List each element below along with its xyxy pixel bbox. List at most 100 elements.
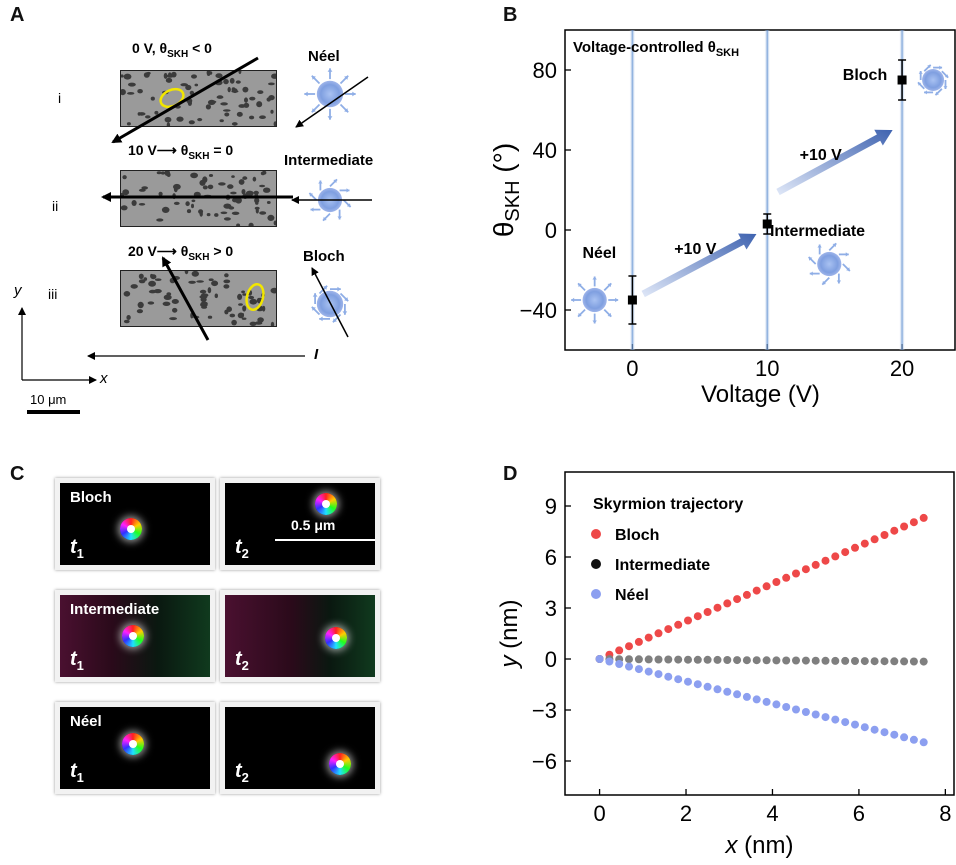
- domain-spot: [194, 83, 199, 87]
- domain-spot: [216, 95, 224, 99]
- panel-label-b: B: [503, 4, 518, 26]
- trajectory-point-neel: [890, 730, 899, 739]
- spin-arrowhead: [309, 193, 314, 197]
- domain-spot: [166, 122, 171, 126]
- domain-spot: [223, 109, 231, 112]
- trajectory-point-neel: [919, 738, 928, 747]
- schematic-arrow-i: [295, 76, 369, 128]
- trajectory-point-bloch: [684, 616, 692, 625]
- panel-a: i ii iii 0 V, θSKH < 0 10 V⟶ θSKH = 0 20…: [0, 0, 480, 440]
- time-t1-text: t: [70, 648, 77, 670]
- trajectory-point-intermediate: [684, 655, 692, 664]
- schematic-arrow-iii: [311, 267, 349, 338]
- legend-marker: [591, 589, 601, 599]
- domain-spot: [214, 293, 218, 299]
- domain-pattern-iii: [121, 271, 276, 326]
- row-label-i: i: [58, 90, 62, 106]
- sim-label-intermediate: Intermediate: [70, 601, 160, 618]
- sim-label-neel: Néel: [70, 713, 102, 730]
- domain-spot: [150, 273, 154, 279]
- trajectory-point-intermediate: [792, 656, 800, 665]
- spin-arrowhead: [312, 293, 318, 297]
- spin-arrowhead: [592, 276, 597, 280]
- domain-spot: [238, 71, 242, 75]
- domain-spot: [150, 96, 155, 101]
- time-t2-text: t: [235, 648, 242, 670]
- trajectory-point-intermediate: [900, 657, 909, 666]
- x-tick-label-d: 0: [593, 801, 605, 826]
- point-label-bloch: Bloch: [843, 67, 887, 84]
- spin-arrowhead: [592, 320, 597, 324]
- domain-spot: [224, 273, 229, 278]
- domain-spot: [160, 171, 166, 175]
- skyrmion-neel-t1: [122, 733, 144, 755]
- motion-arrow-i: [111, 56, 259, 144]
- y-axis-label-b: θSKH (°): [488, 143, 524, 237]
- domain-spot: [252, 176, 257, 182]
- domain-spot: [188, 120, 195, 125]
- domain-spot: [205, 104, 211, 110]
- trajectory-point-bloch: [801, 565, 810, 574]
- scalebar-label-a: 10 μm: [30, 392, 67, 407]
- spin-arrowhead: [323, 285, 328, 290]
- domain-spot: [271, 73, 276, 79]
- domain-spot: [248, 295, 255, 300]
- trajectory-point-neel: [841, 718, 850, 727]
- domain-spot: [137, 89, 143, 94]
- domain-pattern-i: [121, 71, 276, 126]
- trajectory-point-intermediate: [644, 655, 653, 664]
- domain-spot: [219, 119, 224, 123]
- trajectory-point-bloch: [615, 646, 624, 655]
- sim-cell-intermediate-t2: t2: [220, 590, 380, 682]
- trajectory-point-neel: [713, 685, 722, 694]
- spin-arrowhead: [571, 297, 575, 303]
- domain-spot: [141, 186, 148, 190]
- domain-spot: [237, 293, 243, 300]
- spin-arrowhead: [578, 312, 582, 317]
- domain-spot: [273, 121, 276, 126]
- time-t1-text: t: [70, 760, 77, 782]
- skyrmion-core: [316, 80, 344, 108]
- trajectory-point-neel: [634, 665, 643, 674]
- spin-arrowhead: [344, 297, 349, 302]
- domain-spot: [206, 213, 211, 217]
- voltage-line: [629, 30, 636, 350]
- time-t1-sub: 1: [76, 658, 84, 673]
- domain-spot: [256, 101, 263, 108]
- condition-text-i: 0 V, θSKH < 0: [132, 40, 212, 60]
- domain-spot: [235, 197, 242, 204]
- spin-arrowhead: [615, 297, 619, 303]
- domain-spot: [223, 279, 231, 284]
- trajectory-point-intermediate: [880, 657, 889, 666]
- domain-spot: [138, 188, 146, 192]
- spin-arrowhead: [808, 257, 813, 261]
- domain-spot: [184, 271, 189, 275]
- trajectory-point-intermediate: [860, 657, 869, 666]
- trajectory-point-intermediate: [713, 655, 722, 664]
- trajectory-point-neel: [792, 705, 800, 714]
- time-label-t2-intermediate: t2: [235, 648, 249, 673]
- domain-spot: [186, 209, 192, 214]
- domain-spot: [241, 313, 244, 316]
- trajectory-point-neel: [880, 728, 889, 737]
- trajectory-point-intermediate: [634, 655, 643, 664]
- sim-cell-bloch-t2: 0.5 μm t2: [220, 478, 380, 570]
- trajectory-point-bloch: [851, 543, 859, 552]
- trajectory-point-bloch: [811, 560, 820, 569]
- skyrmion-neel-t2: [329, 753, 351, 775]
- spin-arrowhead: [939, 65, 943, 70]
- domain-spot: [273, 220, 276, 226]
- trajectory-point-intermediate: [664, 655, 673, 664]
- spin-arrowhead: [352, 91, 356, 97]
- domain-spot: [248, 222, 254, 226]
- legend-marker: [591, 559, 601, 569]
- domain-spot: [257, 317, 264, 323]
- legend-label: Bloch: [615, 527, 659, 544]
- domain-spot: [169, 317, 177, 321]
- trajectory-point-neel: [605, 657, 614, 666]
- domain-spot: [154, 110, 159, 115]
- trajectory-point-bloch: [880, 531, 889, 539]
- domain-spot: [231, 211, 240, 215]
- trajectory-point-neel: [674, 675, 683, 684]
- voltage-line: [899, 30, 906, 350]
